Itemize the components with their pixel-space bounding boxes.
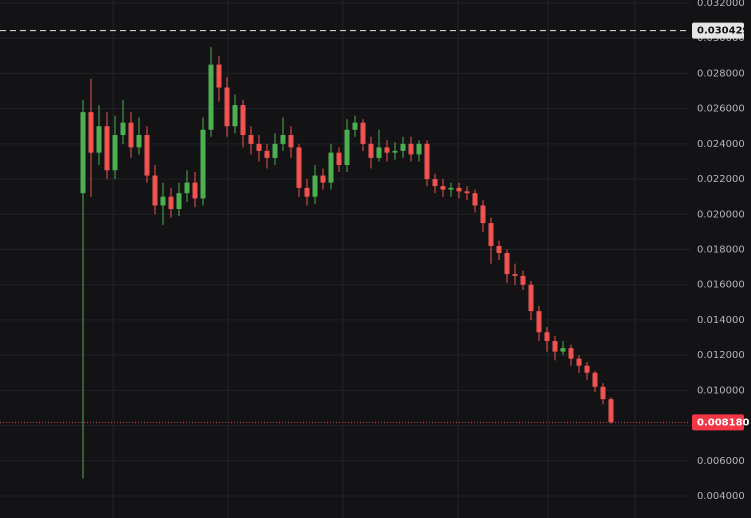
candle-body (400, 143, 406, 151)
candle-body (224, 87, 230, 127)
y-tick-label: 0.024000 (697, 139, 745, 150)
y-tick-label: 0.018000 (697, 244, 745, 255)
candle-body (440, 186, 446, 190)
candle-body (128, 122, 134, 148)
candle-body (376, 147, 382, 158)
candle-body (504, 253, 510, 275)
candle-body (80, 112, 86, 194)
candle-body (120, 122, 126, 136)
y-tick-label: 0.028000 (697, 68, 745, 79)
candle-body (200, 129, 206, 199)
candle-body (320, 175, 326, 183)
y-tick-label: 0.004000 (697, 491, 745, 502)
candle-body (544, 332, 550, 342)
candle-body (312, 175, 318, 197)
candle-body (608, 399, 614, 423)
candle-body (520, 275, 526, 285)
candle-body (328, 152, 334, 183)
candle-body (168, 196, 174, 209)
candle-body (424, 143, 430, 180)
candle-body (568, 348, 574, 359)
candle-body (264, 150, 270, 158)
candle-body (240, 105, 246, 136)
candle-body (408, 143, 414, 155)
candle-body (472, 193, 478, 206)
candle-body (488, 223, 494, 246)
candle-body (496, 245, 502, 254)
candle-body (432, 179, 438, 187)
candle-body (192, 182, 198, 199)
candle-body (152, 175, 158, 206)
candle-body (392, 150, 398, 153)
y-tick-label: 0.022000 (697, 174, 745, 185)
candle-body (288, 135, 294, 148)
candle-body (600, 386, 606, 400)
candle-body (456, 187, 462, 192)
candle-body (552, 341, 558, 352)
candle-body (216, 64, 222, 88)
candle-body (96, 126, 102, 153)
y-tick-label: 0.020000 (697, 209, 745, 220)
candle-body (352, 122, 358, 130)
candle-body (464, 191, 470, 194)
candle-body (448, 187, 454, 190)
candle-body (360, 122, 366, 144)
price-label-box (692, 414, 744, 431)
candle-body (344, 129, 350, 165)
candle-body (184, 182, 190, 194)
y-tick-label: 0.032000 (697, 0, 745, 9)
candle-body (528, 284, 534, 312)
price-label-box (692, 22, 744, 39)
candle-body (536, 311, 542, 333)
candle-body (208, 64, 214, 130)
candle-body (136, 135, 142, 148)
candle-body (232, 105, 238, 127)
candle-body (248, 135, 254, 144)
y-tick-label: 0.026000 (697, 104, 745, 115)
y-tick-label: 0.010000 (697, 385, 745, 396)
y-tick-label: 0.016000 (697, 280, 745, 291)
y-tick-label: 0.006000 (697, 456, 745, 467)
candle-body (368, 143, 374, 158)
candle-body (88, 112, 94, 153)
candle-body (384, 147, 390, 153)
candle-body (480, 205, 486, 224)
candle-body (592, 372, 598, 387)
y-tick-label: 0.030000 (697, 33, 745, 44)
candle-body (336, 152, 342, 165)
candle-body (272, 143, 278, 158)
candle-body (104, 126, 110, 171)
candle-body (176, 193, 182, 209)
candle-body (512, 274, 518, 276)
candle-body (144, 135, 150, 176)
candle-body (576, 358, 582, 366)
price-label: 0.008180 (697, 417, 750, 428)
y-tick-label: 0.012000 (697, 350, 745, 361)
candle-body (280, 135, 286, 144)
candle-body (584, 365, 590, 373)
price-label: 0.030429 (697, 26, 750, 37)
candle-body (304, 187, 310, 197)
y-tick-label: 0.014000 (697, 315, 745, 326)
candle-body (160, 196, 166, 206)
candle-body (560, 348, 566, 352)
candle-body (256, 143, 262, 151)
vertical-grid (112, 0, 636, 518)
candle-body (416, 143, 422, 155)
candle-body (112, 135, 118, 171)
candle-body (296, 147, 302, 188)
